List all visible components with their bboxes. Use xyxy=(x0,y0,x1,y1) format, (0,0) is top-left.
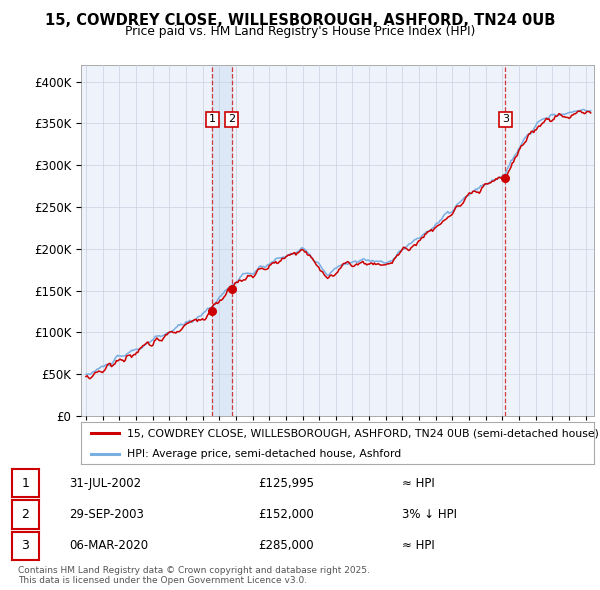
Text: ≈ HPI: ≈ HPI xyxy=(402,539,435,552)
Text: 15, COWDREY CLOSE, WILLESBOROUGH, ASHFORD, TN24 0UB: 15, COWDREY CLOSE, WILLESBOROUGH, ASHFOR… xyxy=(45,13,555,28)
Text: £152,000: £152,000 xyxy=(258,508,314,521)
Text: ≈ HPI: ≈ HPI xyxy=(402,477,435,490)
Text: 1: 1 xyxy=(209,114,216,124)
Bar xyxy=(212,65,232,416)
Text: Price paid vs. HM Land Registry's House Price Index (HPI): Price paid vs. HM Land Registry's House … xyxy=(125,25,475,38)
Text: 3% ↓ HPI: 3% ↓ HPI xyxy=(402,508,457,521)
Text: 15, COWDREY CLOSE, WILLESBOROUGH, ASHFORD, TN24 0UB (semi-detached house): 15, COWDREY CLOSE, WILLESBOROUGH, ASHFOR… xyxy=(127,428,599,438)
Text: 06-MAR-2020: 06-MAR-2020 xyxy=(69,539,148,552)
Text: 3: 3 xyxy=(22,539,29,552)
Text: 29-SEP-2003: 29-SEP-2003 xyxy=(69,508,144,521)
Text: £285,000: £285,000 xyxy=(258,539,314,552)
Text: £125,995: £125,995 xyxy=(258,477,314,490)
Text: 2: 2 xyxy=(228,114,235,124)
Text: 3: 3 xyxy=(502,114,509,124)
Text: 2: 2 xyxy=(22,508,29,521)
Text: 31-JUL-2002: 31-JUL-2002 xyxy=(69,477,141,490)
Text: HPI: Average price, semi-detached house, Ashford: HPI: Average price, semi-detached house,… xyxy=(127,449,401,458)
Text: Contains HM Land Registry data © Crown copyright and database right 2025.
This d: Contains HM Land Registry data © Crown c… xyxy=(18,566,370,585)
Text: 1: 1 xyxy=(22,477,29,490)
